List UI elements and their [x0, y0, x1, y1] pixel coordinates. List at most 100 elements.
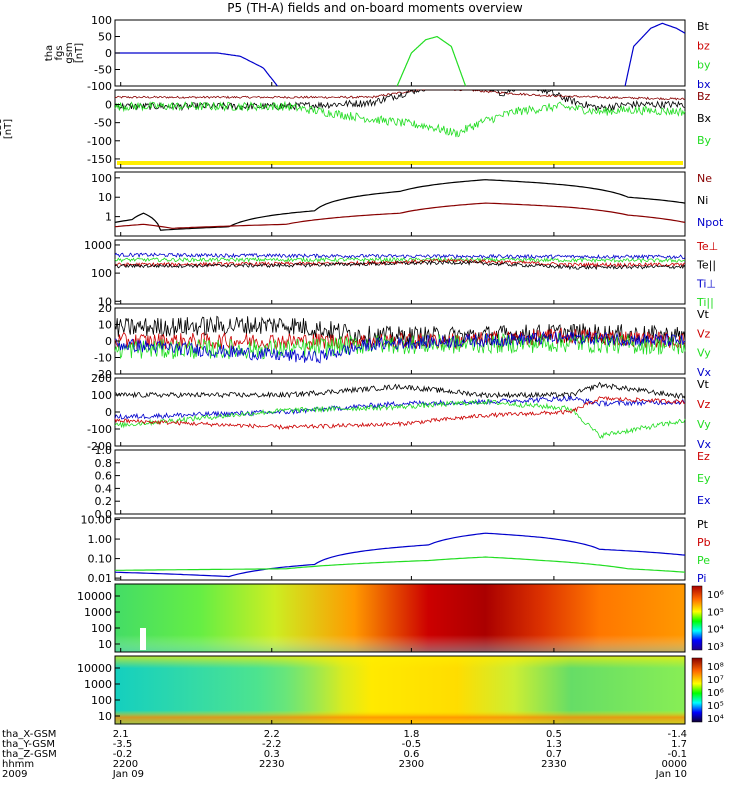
xaxis-value: 2300 [399, 759, 424, 770]
legend-Ey: Ey [697, 472, 711, 485]
ylabel-line: tha [44, 45, 55, 61]
panel-frame [114, 655, 686, 725]
spectrogram-1-image [115, 584, 685, 652]
ytick-label: 10.00 [81, 514, 113, 527]
ytick-label: 0.8 [95, 457, 113, 470]
panel-peim: 20100-10-20thapeimvelocitydsl[km/s]VtVzV… [94, 302, 712, 381]
xaxis-row-label: tha_Z-GSM [2, 749, 57, 760]
ytick-label: 1000 [84, 239, 112, 252]
colorbar-label: 10⁵ [707, 701, 724, 712]
legend-Te||: Te|| [696, 259, 716, 272]
series-fgs-bx [115, 52, 278, 87]
ytick-label: 0.6 [95, 470, 113, 483]
legend-Bz: Bz [697, 90, 711, 103]
xaxis-value: 2330 [541, 759, 566, 770]
series-pressure-Pe [115, 556, 686, 573]
series-peirm-Vt [114, 381, 686, 400]
panel-fgs: 100 50 0 -50 -100 tha fgs gsm [nT] Bt bz by bx [44, 14, 711, 93]
xaxis-value: Jan 09 [112, 769, 144, 780]
panel-frame [114, 89, 686, 169]
legend-bx: bx [697, 78, 711, 91]
ylabel-line: [nT] [3, 119, 14, 139]
xaxis-value: 1.7 [671, 739, 687, 750]
colorbar-2 [691, 657, 703, 723]
xaxis-row-label: tha_X-GSM [2, 729, 56, 740]
legend-By: By [697, 134, 712, 147]
xaxis-value: 0.6 [403, 749, 419, 760]
colorbar-label: 10⁴ [707, 714, 724, 725]
x-axis-footer: tha_X-GSM 2.1 2.2 1.8 0.5 -1.4 tha_Y-GSM -3.5 -2… [2, 729, 687, 780]
ytick-label: 100 [91, 267, 112, 280]
series-temp-Ti_par [114, 256, 686, 264]
ytick-label: 1 [105, 211, 112, 224]
series-peirm-Vy [114, 398, 686, 439]
panel-frame [114, 171, 686, 237]
legend-Vz: Vz [697, 398, 711, 411]
series-fge-Bz [114, 89, 686, 101]
xaxis-value: 0.3 [264, 749, 280, 760]
ytick-label: 10 [98, 710, 112, 723]
ytick-label: 10 [98, 319, 112, 332]
ytick-label: -50 [94, 117, 112, 130]
legend-Ti⊥: Ti⊥ [696, 277, 716, 290]
xaxis-row-label: hhmm [2, 759, 34, 770]
xaxis-value: 1.3 [546, 739, 562, 750]
ytick-label: 0.0 [95, 508, 113, 521]
series-temp-Te_perp [114, 258, 686, 268]
colorbar-label: 10⁷ [707, 675, 724, 686]
colorbar-label: 10⁴ [707, 625, 724, 636]
colorbar-1 [691, 585, 703, 651]
legend-Ti||: Ti|| [696, 296, 714, 309]
colorbar-label: 10⁵ [707, 607, 724, 618]
legend-Bt: Bt [697, 20, 710, 33]
series-fge-By [114, 100, 686, 138]
ytick-label: -200 [87, 440, 112, 453]
legend-Npot: Npot [697, 216, 724, 229]
ytick-label: 100 [91, 14, 112, 27]
ytick-label: 10 [98, 295, 112, 308]
ytick-label: 0 [105, 47, 112, 60]
figure-title: P5 (TH-A) fields and on-board moments ov… [227, 1, 523, 15]
ytick-label: 0 [105, 99, 112, 112]
xaxis-value: 0000 [662, 759, 687, 770]
legend-Vy: Vy [697, 418, 711, 431]
ytick-label: -100 [87, 135, 112, 148]
legend-Pe: Pe [697, 554, 710, 567]
ytick-label: -50 [94, 64, 112, 77]
xaxis-row-label: 2009 [2, 769, 27, 780]
panel-frame [114, 583, 686, 653]
legend-Vy: Vy [697, 347, 711, 360]
ytick-label: 1.00 [88, 533, 113, 546]
legend-Pt: Pt [697, 518, 709, 531]
xaxis-value: -0.1 [667, 749, 687, 760]
series-density-Ne [114, 202, 686, 229]
ytick-label: 10000 [77, 662, 112, 675]
xaxis-value: -3.5 [113, 739, 133, 750]
ytick-label: 1000 [84, 678, 112, 691]
legend-Bx: Bx [697, 112, 712, 125]
legend-Ne: Ne [697, 172, 712, 185]
series-peirm-Vz [114, 396, 686, 431]
legend-Te⊥: Te⊥ [696, 240, 718, 253]
ytick-label: 20 [98, 302, 112, 315]
legend-Vt: Vt [697, 378, 710, 391]
ytick-label: 0.4 [95, 482, 113, 495]
legend-Vx: Vx [697, 438, 712, 451]
xaxis-value: -2.2 [262, 739, 282, 750]
ytick-label: 200 [91, 372, 112, 385]
legend-Vx: Vx [697, 366, 712, 379]
spectrogram-2-image [115, 656, 685, 724]
legend-Ni: Ni [697, 194, 708, 207]
series-temp-Ti_perp [114, 252, 686, 260]
flag-band [117, 161, 683, 165]
xaxis-row-label: tha_Y-GSM [2, 739, 55, 750]
panel-peirm: 2001000-100-200thapeirmvelocitygsm[km/s]… [87, 372, 712, 453]
ytick-label: 0 [105, 406, 112, 419]
ytick-label: 10000 [77, 590, 112, 603]
xaxis-value: 0.5 [546, 729, 562, 740]
legend-bz: bz [697, 39, 710, 52]
series-density-Ni [114, 179, 686, 231]
